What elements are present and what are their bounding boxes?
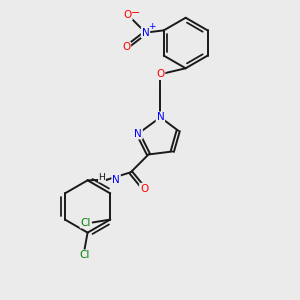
Text: −: − — [131, 8, 141, 18]
Text: Cl: Cl — [80, 250, 90, 260]
Text: N: N — [142, 28, 149, 38]
Text: H: H — [98, 173, 105, 182]
Text: O: O — [140, 184, 148, 194]
Text: O: O — [124, 10, 132, 20]
Text: O: O — [122, 43, 130, 52]
Text: +: + — [148, 22, 156, 31]
Text: N: N — [157, 112, 164, 122]
Text: O: O — [156, 69, 164, 79]
Text: N: N — [134, 129, 142, 139]
Text: N: N — [112, 175, 120, 185]
Text: Cl: Cl — [80, 218, 91, 227]
